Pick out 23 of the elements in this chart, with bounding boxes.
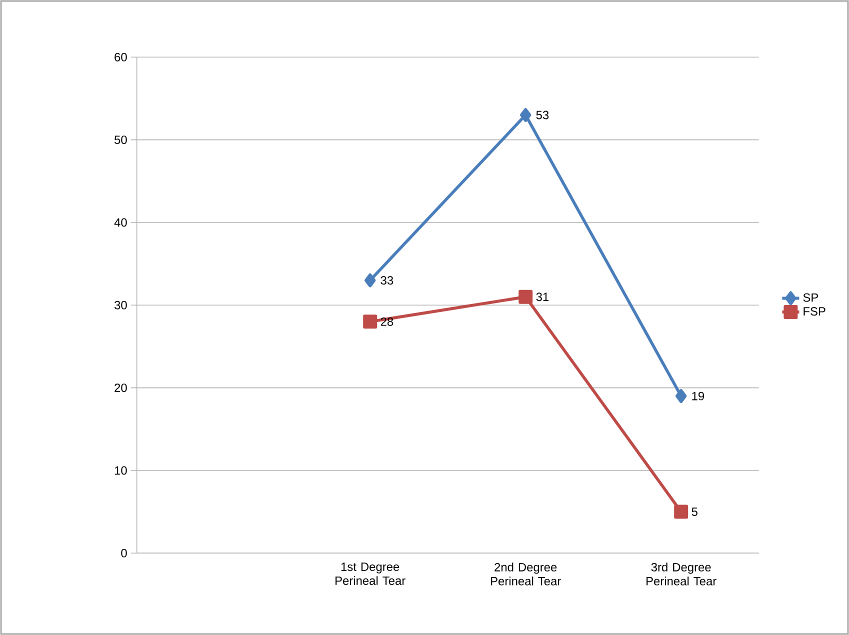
x-tick-label: 2nd Degree Perineal Tear xyxy=(491,562,561,586)
point xyxy=(364,273,376,288)
point xyxy=(675,389,687,404)
data-label: 33 xyxy=(380,276,394,285)
y-tick-label: 60 xyxy=(114,52,127,62)
x-tick-label: 1st Degree Perineal Tear xyxy=(336,562,406,585)
point xyxy=(363,314,378,329)
data-label: 53 xyxy=(536,110,549,120)
data-label: 19 xyxy=(692,392,704,400)
legend-label: FSP xyxy=(804,307,826,316)
y-tick-label: 30 xyxy=(114,300,127,310)
y-tick-label: 20 xyxy=(114,384,127,392)
point xyxy=(518,290,533,304)
point xyxy=(674,504,688,519)
y-tick-label: 10 xyxy=(114,466,127,475)
x-tick-label: 3rd Degree Perineal Tear xyxy=(646,562,716,586)
y-tick-label: 50 xyxy=(114,136,127,144)
data-label: 5 xyxy=(692,508,698,516)
y-tick-label: 40 xyxy=(114,218,127,227)
y-tick-label: 0 xyxy=(121,548,127,558)
data-label: 31 xyxy=(536,292,549,302)
point xyxy=(520,108,532,122)
legend-label: SP xyxy=(803,293,818,302)
